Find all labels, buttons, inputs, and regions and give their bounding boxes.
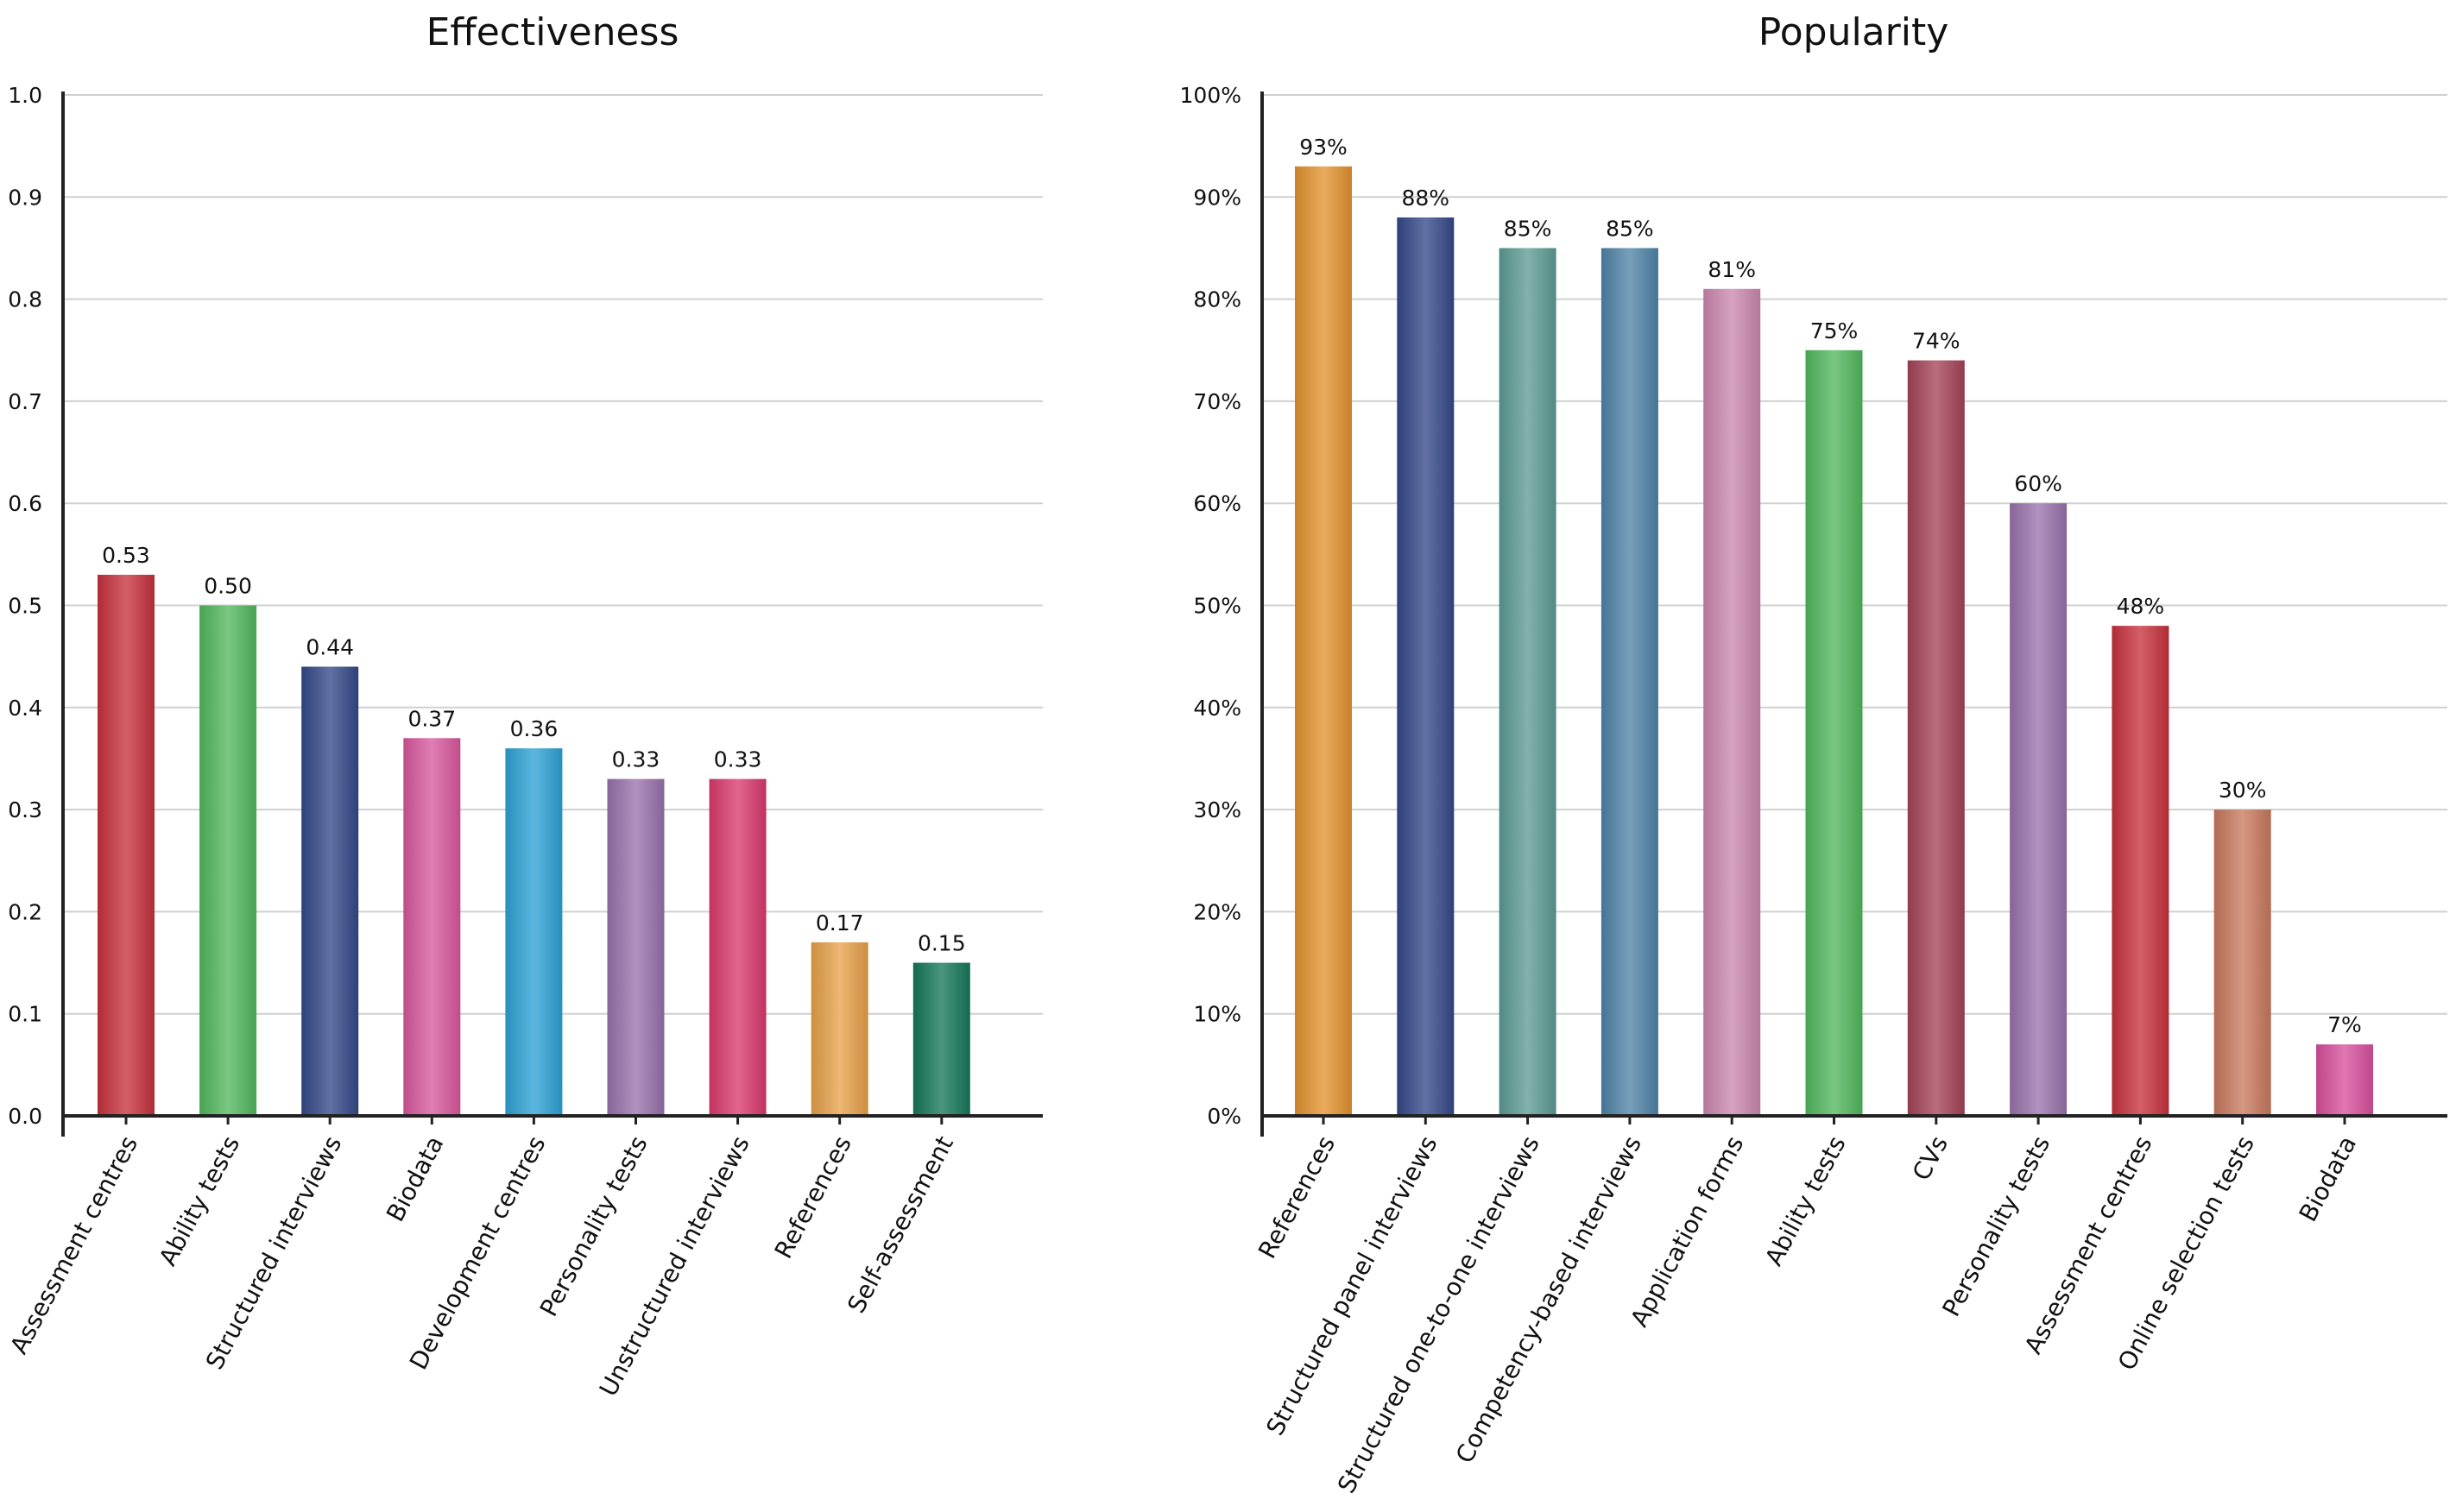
data-label: 81%	[1708, 257, 1756, 282]
x-tick-label: Personality tests	[534, 1131, 653, 1321]
y-tick-label: 1.0	[8, 83, 42, 108]
y-tick-label: 60%	[1193, 491, 1241, 516]
bar-ability-tests	[1805, 350, 1863, 1116]
data-label: 60%	[2014, 471, 2062, 496]
bar-structured-interviews	[301, 666, 359, 1116]
x-tick-label: Structured one-to-one interviews	[1332, 1131, 1545, 1498]
y-tick-label: 30%	[1193, 797, 1241, 822]
x-tick-label: Application forms	[1625, 1131, 1749, 1332]
popularity-chart: Popularity 0% 10% 20% 30% 40% 50% 60% 70% 80% 90% 1…	[1180, 10, 2447, 1498]
y-tick-label: 0.4	[8, 696, 42, 721]
data-label: 0.33	[612, 747, 660, 772]
x-tick-label: Ability tests	[154, 1131, 246, 1270]
y-tick-label: 0%	[1207, 1104, 1241, 1129]
bar-personality-tests	[2010, 503, 2068, 1116]
x-tick-label: Biodata	[2294, 1131, 2362, 1226]
x-tick-label: References	[769, 1131, 857, 1263]
bar-biodata	[403, 738, 461, 1116]
x-tick-label: Ability tests	[1759, 1131, 1852, 1270]
data-label: 88%	[1402, 186, 1450, 211]
y-tick-label: 10%	[1193, 1002, 1241, 1027]
x-tick-label: CVs	[1907, 1131, 1954, 1186]
bar-cvs	[1907, 360, 1965, 1117]
y-tick-label: 0.7	[8, 389, 42, 414]
bar-references	[811, 942, 868, 1116]
x-tick-label: Self-assessment	[842, 1131, 959, 1318]
effectiveness-chart: Effectiveness 0.0 0.1 0.2 0.3 0.4 0.5 0.6 0.7 0.8…	[4, 10, 1043, 1401]
y-tick-label: 90%	[1193, 185, 1241, 210]
bar-application-forms	[1703, 288, 1761, 1116]
bar-biodata	[2316, 1044, 2373, 1116]
data-label: 7%	[2327, 1012, 2362, 1037]
data-label: 0.17	[816, 910, 864, 936]
data-label: 85%	[1504, 216, 1552, 241]
data-label: 48%	[2117, 594, 2165, 619]
bar-assessment-centres	[2112, 626, 2169, 1116]
chart-title: Popularity	[1758, 10, 1949, 54]
y-tick-label: 0.9	[8, 185, 42, 210]
y-tick-label: 0.1	[8, 1002, 42, 1027]
x-tick-label: Personality tests	[1936, 1131, 2055, 1321]
bar-references	[1295, 166, 1352, 1116]
y-tick-label: 70%	[1193, 389, 1241, 414]
data-label: 0.33	[714, 747, 762, 772]
bar-structured-panel-interviews	[1397, 217, 1455, 1117]
data-label: 93%	[1299, 135, 1348, 160]
y-tick-label: 0.8	[8, 287, 42, 312]
bar-competency-based-interviews	[1601, 248, 1658, 1116]
y-tick-label: 0.3	[8, 797, 42, 822]
bar-unstructured-interviews	[709, 778, 767, 1116]
y-tick-label: 0.5	[8, 594, 42, 619]
y-tick-label: 80%	[1193, 287, 1241, 312]
bar-ability-tests	[199, 605, 257, 1116]
y-tick-label: 0.6	[8, 491, 42, 516]
bar-structured-one-to-one-interviews	[1499, 248, 1556, 1116]
chart-title: Effectiveness	[426, 10, 679, 54]
bar-online-selection-tests	[2213, 810, 2271, 1116]
data-label: 0.15	[918, 931, 966, 956]
data-label: 30%	[2219, 778, 2267, 803]
x-tick-label: References	[1253, 1131, 1341, 1263]
bar-development-centres	[505, 748, 563, 1116]
data-label: 75%	[1810, 318, 1859, 343]
x-tick-label: Competency-based interviews	[1450, 1131, 1647, 1468]
y-tick-label: 20%	[1193, 899, 1241, 924]
data-label: 74%	[1912, 329, 1960, 354]
y-tick-label: 0.0	[8, 1104, 42, 1129]
data-label: 0.44	[306, 634, 354, 659]
data-label: 0.50	[204, 574, 252, 599]
y-tick-label: 100%	[1180, 83, 1241, 108]
data-label: 0.53	[102, 543, 150, 568]
bar-personality-tests	[607, 778, 665, 1116]
x-tick-label: Structured panel interviews	[1260, 1131, 1443, 1440]
x-tick-label: Assessment centres	[4, 1131, 143, 1359]
data-label: 0.37	[407, 706, 456, 731]
y-tick-label: 0.2	[8, 899, 42, 924]
x-tick-label: Biodata	[381, 1131, 449, 1226]
bar-assessment-centres	[98, 575, 155, 1116]
bar-self-assessment	[912, 962, 970, 1116]
data-label: 0.36	[510, 716, 559, 741]
data-label: 85%	[1606, 216, 1654, 241]
y-tick-label: 50%	[1193, 594, 1241, 619]
y-tick-label: 40%	[1193, 696, 1241, 721]
